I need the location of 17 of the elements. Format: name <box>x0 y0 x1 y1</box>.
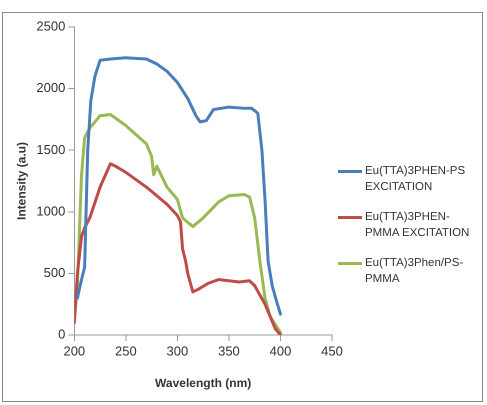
y-tick-label: 2500 <box>36 18 66 34</box>
legend-label: Eu(TTA)3PHEN-PS EXCITATION <box>365 164 466 195</box>
y-tick-label: 500 <box>44 264 66 280</box>
x-tick-label: 400 <box>270 343 292 358</box>
y-axis-title: Intensity (a.u) <box>14 142 29 220</box>
legend-label: Eu(TTA)3Phen/PS-PMMA <box>365 256 464 287</box>
legend-label: Eu(TTA)3PHEN-PMMA EXCITATION <box>365 210 470 241</box>
y-tick-label: 1000 <box>36 203 66 218</box>
y-tick-label: 0 <box>58 326 66 342</box>
x-axis-title: Wavelength (nm) <box>155 376 252 390</box>
x-tick-label: 450 <box>321 343 343 358</box>
x-tick-label: 350 <box>218 343 240 358</box>
x-tick-label: 250 <box>115 343 137 358</box>
x-tick-label: 200 <box>63 343 86 358</box>
y-tick-label: 2000 <box>36 80 66 96</box>
x-tick-label: 300 <box>166 343 188 358</box>
y-tick-label: 1500 <box>36 142 66 157</box>
